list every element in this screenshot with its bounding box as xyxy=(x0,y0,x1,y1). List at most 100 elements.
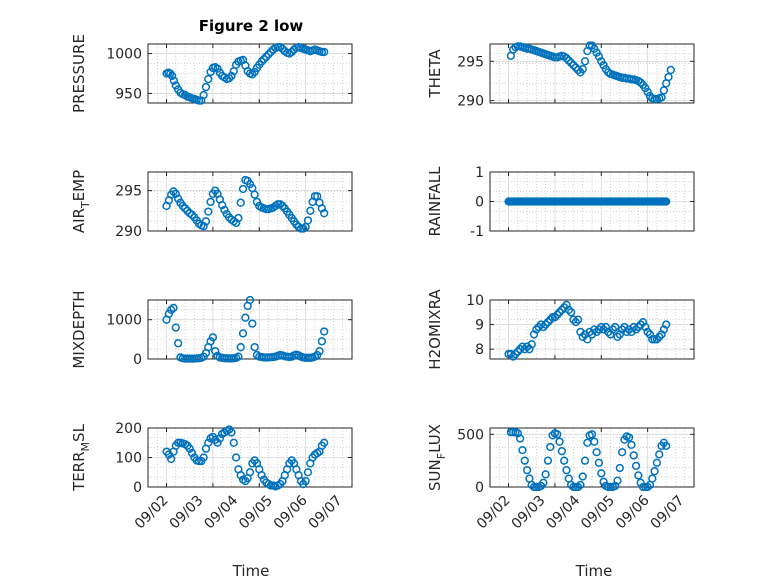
panel-rainfall: -1 0 1 RAINFALL xyxy=(426,165,695,240)
panel-h2omixra: 8 9 10 H2OMIXRA xyxy=(426,289,695,370)
data-point xyxy=(536,320,546,329)
data-point xyxy=(657,93,666,102)
y-tick-label: 1000 xyxy=(106,47,142,63)
data-point xyxy=(597,322,606,332)
data-point xyxy=(657,330,666,339)
panel-theta: 290 295 THETA xyxy=(426,41,695,110)
data-point xyxy=(250,343,259,352)
x-tick-label: 09/07 xyxy=(648,493,688,533)
data-point xyxy=(320,327,329,336)
data-point xyxy=(562,465,571,475)
data-point xyxy=(555,308,564,317)
data-point xyxy=(622,327,631,337)
data-point xyxy=(248,319,257,328)
y-tick-label: 500 xyxy=(457,427,484,443)
data-point xyxy=(167,454,176,464)
data-point xyxy=(236,471,245,480)
data-point xyxy=(529,330,539,339)
data-point xyxy=(234,352,243,361)
data-point xyxy=(204,74,213,84)
data-point xyxy=(539,478,548,487)
data-point xyxy=(292,220,301,229)
y-axis-label-pressure: PRESSURE xyxy=(70,34,88,113)
data-point xyxy=(631,325,641,334)
data-point xyxy=(601,322,611,332)
data-point xyxy=(187,210,197,219)
data-point xyxy=(236,343,245,352)
data-point xyxy=(259,54,269,64)
data-point xyxy=(317,204,327,213)
data-point xyxy=(227,71,236,81)
data-point xyxy=(611,322,620,332)
y-axis-label-terr_msl: TERRMSL xyxy=(70,423,92,492)
y-tick-label: 0 xyxy=(475,195,484,211)
data-point xyxy=(555,437,564,446)
x-tick-label: 09/06 xyxy=(613,492,653,532)
data-point xyxy=(550,313,560,322)
x-tick-label: 09/05 xyxy=(578,493,618,533)
data-point xyxy=(608,325,618,334)
data-point xyxy=(659,86,669,95)
data-point xyxy=(594,52,604,61)
y-axis-label-mixdepth: MIXDEPTH xyxy=(70,290,88,368)
x-tick-label: 09/03 xyxy=(167,493,207,533)
data-point xyxy=(257,471,266,480)
data-point xyxy=(518,445,527,455)
data-point xyxy=(173,339,183,348)
data-point xyxy=(213,438,222,447)
x-tick-label: 09/02 xyxy=(474,493,514,533)
data-point xyxy=(252,197,262,207)
data-point xyxy=(229,438,238,447)
data-point xyxy=(204,438,213,447)
panel-terr_msl: 0 100 200 TERRMSL 09/0209/0309/0409/0509/060… xyxy=(70,421,353,533)
data-point xyxy=(257,57,266,66)
data-point xyxy=(241,313,250,322)
data-point xyxy=(634,471,643,480)
data-point xyxy=(594,325,604,334)
data-point xyxy=(315,346,324,356)
data-point xyxy=(638,317,648,327)
data-point xyxy=(655,450,664,459)
y-tick-label: 0 xyxy=(475,480,484,496)
data-point xyxy=(317,337,327,346)
data-point xyxy=(278,44,287,53)
data-point xyxy=(218,200,227,210)
data-point xyxy=(520,456,529,465)
data-point xyxy=(643,482,652,492)
data-point xyxy=(227,428,236,437)
data-point xyxy=(615,330,624,339)
y-tick-label: 9 xyxy=(475,318,484,334)
data-point xyxy=(606,330,615,339)
data-point xyxy=(208,333,218,342)
data-point xyxy=(548,431,557,440)
data-point xyxy=(515,434,525,443)
data-point xyxy=(250,190,259,199)
data-point xyxy=(583,335,592,344)
data-point xyxy=(543,317,553,327)
data-point xyxy=(553,310,562,319)
data-point xyxy=(662,197,671,206)
y-tick-label: 1 xyxy=(475,165,484,181)
data-point xyxy=(320,47,329,57)
data-point xyxy=(648,474,657,483)
y-axis-label-sun_flux: SUNFLUX xyxy=(426,424,448,491)
data-point xyxy=(173,194,183,203)
data-point xyxy=(564,305,573,314)
data-point xyxy=(666,65,675,75)
y-tick-label: 200 xyxy=(115,421,142,437)
data-point xyxy=(511,349,520,359)
data-point xyxy=(643,327,652,337)
data-point xyxy=(506,349,516,359)
y-tick-label: 295 xyxy=(457,54,484,70)
x-tick-label: 09/07 xyxy=(306,493,346,533)
axes-box xyxy=(147,299,353,360)
y-tick-label: 950 xyxy=(115,86,142,102)
x-tick-label: 09/04 xyxy=(543,492,583,532)
y-tick-label: 10 xyxy=(466,293,484,309)
data-point xyxy=(573,65,583,75)
axes-box xyxy=(489,299,695,360)
data-point xyxy=(590,325,599,334)
data-point xyxy=(211,346,220,356)
data-point xyxy=(185,444,194,453)
data-point xyxy=(627,440,636,450)
